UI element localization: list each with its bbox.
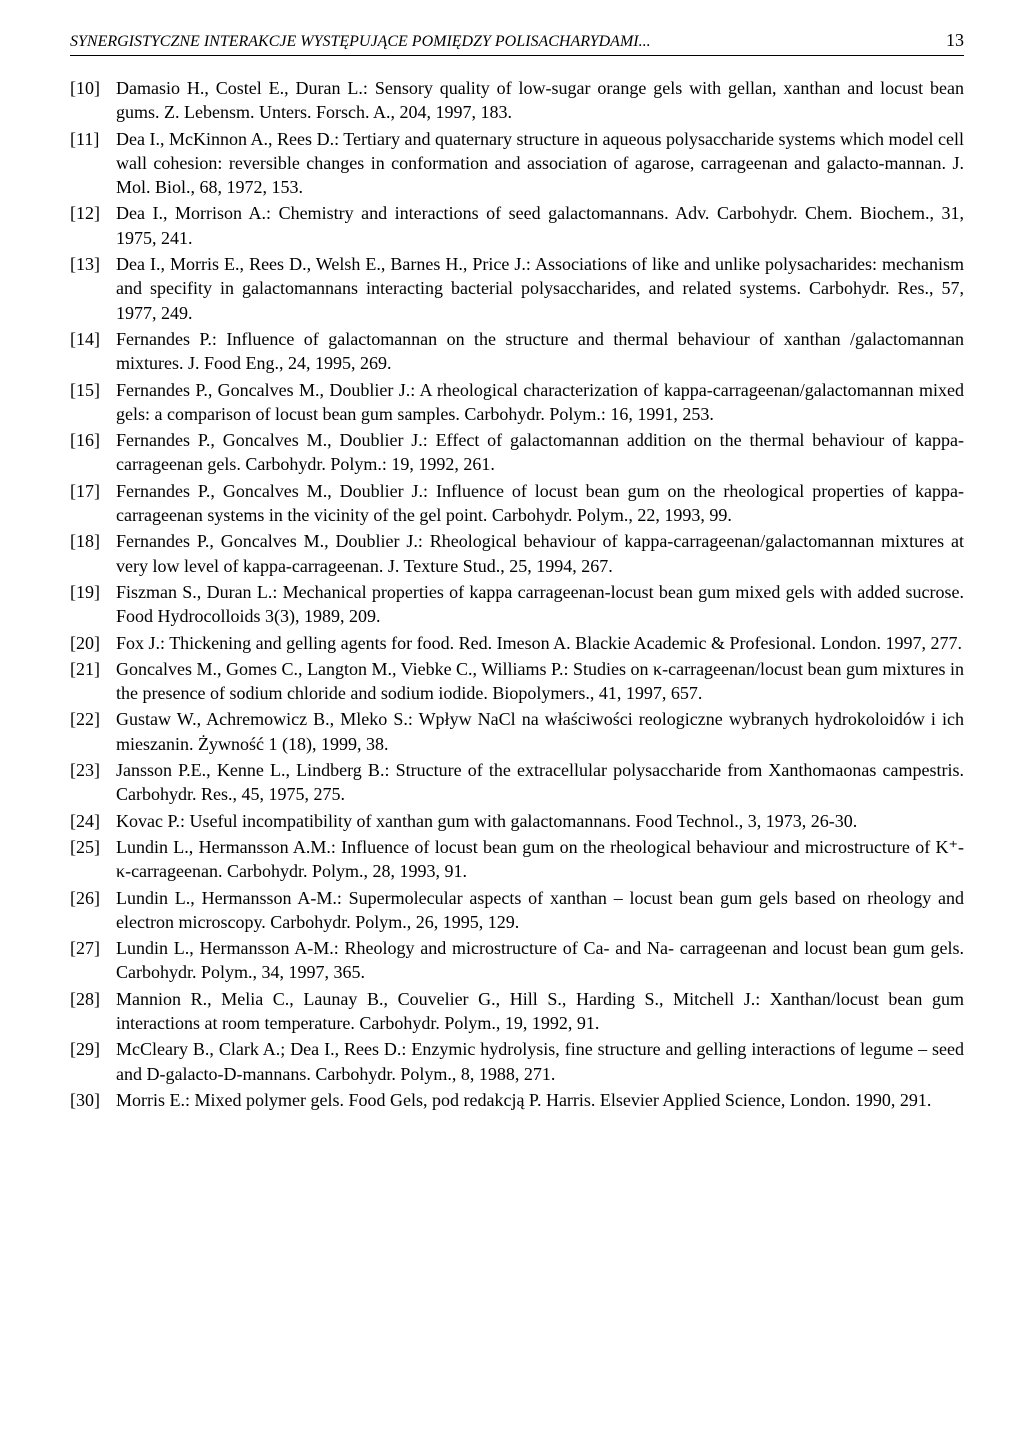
reference-text: Dea I., McKinnon A., Rees D.: Tertiary a…: [116, 127, 964, 200]
reference-number: [24]: [70, 809, 116, 833]
reference-item: [16]Fernandes P., Goncalves M., Doublier…: [70, 428, 964, 477]
reference-number: [13]: [70, 252, 116, 325]
reference-text: Fernandes P., Goncalves M., Doublier J.:…: [116, 479, 964, 528]
reference-number: [26]: [70, 886, 116, 935]
reference-item: [30]Morris E.: Mixed polymer gels. Food …: [70, 1088, 964, 1112]
reference-item: [27]Lundin L., Hermansson A-M.: Rheology…: [70, 936, 964, 985]
reference-number: [19]: [70, 580, 116, 629]
reference-number: [21]: [70, 657, 116, 706]
reference-text: Goncalves M., Gomes C., Langton M., Vieb…: [116, 657, 964, 706]
reference-item: [28]Mannion R., Melia C., Launay B., Cou…: [70, 987, 964, 1036]
reference-number: [10]: [70, 76, 116, 125]
reference-text: Fiszman S., Duran L.: Mechanical propert…: [116, 580, 964, 629]
reference-item: [25]Lundin L., Hermansson A.M.: Influenc…: [70, 835, 964, 884]
reference-number: [15]: [70, 378, 116, 427]
reference-number: [22]: [70, 707, 116, 756]
reference-text: Lundin L., Hermansson A-M.: Rheology and…: [116, 936, 964, 985]
reference-item: [23]Jansson P.E., Kenne L., Lindberg B.:…: [70, 758, 964, 807]
reference-item: [29]McCleary B., Clark A.; Dea I., Rees …: [70, 1037, 964, 1086]
reference-item: [15]Fernandes P., Goncalves M., Doublier…: [70, 378, 964, 427]
reference-item: [21]Goncalves M., Gomes C., Langton M., …: [70, 657, 964, 706]
reference-number: [11]: [70, 127, 116, 200]
reference-text: Gustaw W., Achremowicz B., Mleko S.: Wpł…: [116, 707, 964, 756]
reference-item: [24]Kovac P.: Useful incompatibility of …: [70, 809, 964, 833]
reference-item: [12]Dea I., Morrison A.: Chemistry and i…: [70, 201, 964, 250]
reference-text: Dea I., Morrison A.: Chemistry and inter…: [116, 201, 964, 250]
reference-number: [30]: [70, 1088, 116, 1112]
reference-item: [14]Fernandes P.: Influence of galactoma…: [70, 327, 964, 376]
reference-item: [22]Gustaw W., Achremowicz B., Mleko S.:…: [70, 707, 964, 756]
reference-item: [10]Damasio H., Costel E., Duran L.: Sen…: [70, 76, 964, 125]
reference-text: Kovac P.: Useful incompatibility of xant…: [116, 809, 964, 833]
reference-text: Damasio H., Costel E., Duran L.: Sensory…: [116, 76, 964, 125]
reference-item: [13]Dea I., Morris E., Rees D., Welsh E.…: [70, 252, 964, 325]
page-container: SYNERGISTYCZNE INTERAKCJE WYSTĘPUJĄCE PO…: [0, 0, 1024, 1154]
page-header: SYNERGISTYCZNE INTERAKCJE WYSTĘPUJĄCE PO…: [70, 30, 964, 56]
reference-number: [17]: [70, 479, 116, 528]
reference-text: Lundin L., Hermansson A-M.: Supermolecul…: [116, 886, 964, 935]
reference-text: Fernandes P.: Influence of galactomannan…: [116, 327, 964, 376]
references-list: [10]Damasio H., Costel E., Duran L.: Sen…: [70, 76, 964, 1112]
reference-number: [29]: [70, 1037, 116, 1086]
reference-item: [11]Dea I., McKinnon A., Rees D.: Tertia…: [70, 127, 964, 200]
reference-text: Fernandes P., Goncalves M., Doublier J.:…: [116, 378, 964, 427]
reference-text: Lundin L., Hermansson A.M.: Influence of…: [116, 835, 964, 884]
reference-text: Fox J.: Thickening and gelling agents fo…: [116, 631, 964, 655]
reference-text: Fernandes P., Goncalves M., Doublier J.:…: [116, 529, 964, 578]
reference-number: [28]: [70, 987, 116, 1036]
reference-item: [26]Lundin L., Hermansson A-M.: Supermol…: [70, 886, 964, 935]
reference-number: [20]: [70, 631, 116, 655]
running-title: SYNERGISTYCZNE INTERAKCJE WYSTĘPUJĄCE PO…: [70, 33, 651, 51]
reference-number: [12]: [70, 201, 116, 250]
reference-text: Jansson P.E., Kenne L., Lindberg B.: Str…: [116, 758, 964, 807]
reference-text: Mannion R., Melia C., Launay B., Couveli…: [116, 987, 964, 1036]
reference-number: [14]: [70, 327, 116, 376]
reference-item: [19]Fiszman S., Duran L.: Mechanical pro…: [70, 580, 964, 629]
reference-item: [18]Fernandes P., Goncalves M., Doublier…: [70, 529, 964, 578]
reference-number: [23]: [70, 758, 116, 807]
page-number: 13: [946, 30, 964, 51]
reference-text: McCleary B., Clark A.; Dea I., Rees D.: …: [116, 1037, 964, 1086]
reference-number: [25]: [70, 835, 116, 884]
reference-number: [16]: [70, 428, 116, 477]
reference-text: Dea I., Morris E., Rees D., Welsh E., Ba…: [116, 252, 964, 325]
reference-item: [17]Fernandes P., Goncalves M., Doublier…: [70, 479, 964, 528]
reference-text: Morris E.: Mixed polymer gels. Food Gels…: [116, 1088, 964, 1112]
reference-number: [27]: [70, 936, 116, 985]
reference-number: [18]: [70, 529, 116, 578]
reference-text: Fernandes P., Goncalves M., Doublier J.:…: [116, 428, 964, 477]
reference-item: [20]Fox J.: Thickening and gelling agent…: [70, 631, 964, 655]
